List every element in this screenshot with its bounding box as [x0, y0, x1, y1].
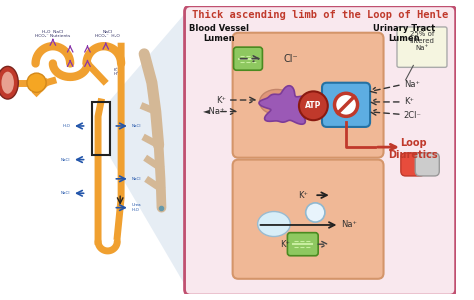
FancyBboxPatch shape	[233, 160, 383, 279]
Text: Urinary Tract
Lumen: Urinary Tract Lumen	[373, 24, 435, 44]
Text: K⁺: K⁺	[298, 191, 308, 200]
Text: NaCl: NaCl	[132, 177, 141, 181]
FancyBboxPatch shape	[233, 33, 383, 158]
Text: NaCl: NaCl	[61, 158, 70, 162]
Text: H⁺: H⁺	[113, 72, 118, 76]
Text: NaCl: NaCl	[102, 30, 113, 34]
FancyBboxPatch shape	[184, 6, 456, 295]
Ellipse shape	[260, 89, 294, 114]
Text: ATP: ATP	[305, 101, 321, 110]
Text: H₂O  NaCl: H₂O NaCl	[42, 30, 64, 34]
Polygon shape	[259, 86, 312, 124]
Ellipse shape	[0, 66, 18, 99]
FancyBboxPatch shape	[234, 47, 263, 70]
Text: NaCl: NaCl	[61, 191, 70, 195]
Circle shape	[335, 93, 357, 116]
Text: NaCl: NaCl	[132, 124, 141, 128]
Text: Na⁺: Na⁺	[404, 80, 419, 89]
Text: K⁺: K⁺	[280, 240, 290, 249]
Text: Loop
Diuretics: Loop Diuretics	[389, 139, 438, 160]
Circle shape	[299, 92, 328, 120]
Circle shape	[306, 203, 325, 222]
FancyBboxPatch shape	[287, 233, 318, 256]
Text: Urea
H₂O: Urea H₂O	[132, 203, 141, 212]
FancyBboxPatch shape	[401, 153, 425, 176]
Ellipse shape	[1, 72, 14, 94]
Polygon shape	[109, 11, 187, 290]
Text: Thick ascending limb of the Loop of Henle: Thick ascending limb of the Loop of Henl…	[192, 10, 448, 20]
Text: 25% of
filtered
Na⁺: 25% of filtered Na⁺	[410, 31, 435, 51]
Text: K⁺: K⁺	[113, 68, 118, 72]
Text: K⁺: K⁺	[404, 98, 414, 106]
FancyBboxPatch shape	[415, 153, 439, 176]
Text: 2Cl⁻: 2Cl⁻	[404, 111, 421, 120]
Text: Cl⁻: Cl⁻	[283, 54, 298, 64]
Text: ◄Na⁺: ◄Na⁺	[203, 107, 226, 116]
Text: HCO₃⁻ Nutrients: HCO₃⁻ Nutrients	[35, 34, 71, 38]
Text: Blood Vessel
Lumen: Blood Vessel Lumen	[189, 24, 249, 44]
Text: H₂O: H₂O	[62, 124, 70, 128]
FancyBboxPatch shape	[322, 83, 370, 127]
FancyBboxPatch shape	[397, 27, 447, 67]
Text: HCO₃⁻  H₂O: HCO₃⁻ H₂O	[95, 34, 120, 38]
Circle shape	[27, 73, 46, 92]
Text: Na⁺: Na⁺	[341, 220, 357, 230]
Text: K⁺: K⁺	[216, 95, 226, 104]
Ellipse shape	[257, 212, 290, 236]
